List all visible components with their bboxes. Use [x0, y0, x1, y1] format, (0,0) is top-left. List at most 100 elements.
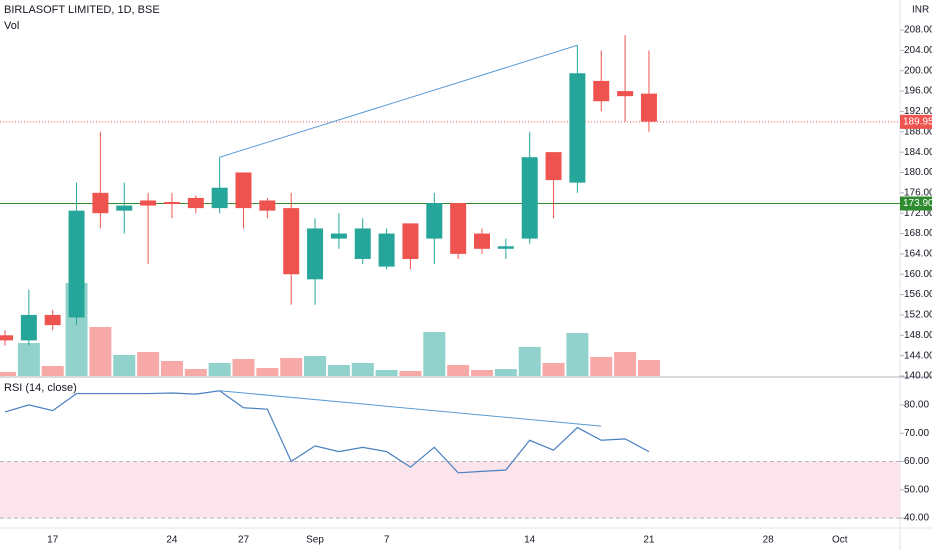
rsi-line [4, 390, 650, 474]
volume-bar [590, 357, 613, 376]
candle-body [44, 314, 61, 326]
candle-body [426, 203, 443, 239]
y-tick-label: 168.00 [904, 228, 932, 239]
candle-body [354, 228, 371, 259]
x-tick-label: 24 [166, 535, 178, 546]
y-tick-label: 144.00 [904, 350, 932, 361]
x-tick-label: Sep [306, 535, 324, 546]
volume-bar [160, 361, 183, 376]
candle-body [140, 200, 157, 206]
rsi-title: RSI (14, close) [4, 382, 77, 394]
x-tick-label: 28 [763, 535, 775, 546]
volume-bar [256, 368, 279, 376]
candle-body [283, 208, 300, 275]
x-tick-label: Oct [832, 535, 848, 546]
y-tick-label: 40.00 [904, 513, 929, 524]
y-tick-label: 184.00 [904, 147, 932, 158]
candle-body [187, 197, 204, 209]
x-tick-label: 7 [384, 535, 390, 546]
x-tick-label: 21 [643, 535, 655, 546]
candle-body [330, 233, 347, 239]
candle-body [163, 201, 180, 205]
candle-body [617, 91, 634, 97]
volume-bar [0, 372, 16, 376]
trend-line [219, 390, 602, 427]
volume-bar [184, 369, 207, 376]
candle-body [116, 205, 133, 211]
volume-bar [566, 333, 589, 376]
y-tick-label: 164.00 [904, 249, 932, 260]
price-tag [900, 196, 932, 211]
candle-body [497, 246, 514, 249]
candle-body [307, 228, 324, 280]
y-tick-label: 180.00 [904, 167, 932, 178]
volume-bar [304, 356, 327, 376]
candle-body [450, 203, 467, 254]
candle-body [378, 233, 395, 267]
y-tick-label: 140.00 [904, 371, 932, 382]
price-tag [900, 114, 932, 129]
rsi-band [0, 461, 900, 519]
x-tick-label: 17 [47, 535, 59, 546]
volume-bar [375, 370, 398, 376]
volume-title: Vol [4, 20, 19, 32]
candle-body [20, 314, 37, 341]
y-tick-label: 160.00 [904, 269, 932, 280]
y-tick-label: 188.00 [904, 126, 932, 137]
y-tick-label: 156.00 [904, 289, 932, 300]
y-tick-label: 204.00 [904, 45, 932, 56]
volume-bar [208, 363, 231, 376]
y-tick-label: 80.00 [904, 400, 929, 411]
volume-bar [494, 369, 517, 376]
volume-bar [614, 352, 637, 376]
y-tick-label: 148.00 [904, 330, 932, 341]
y-tick-label: 60.00 [904, 456, 929, 467]
volume-bar [327, 365, 350, 376]
candle-body [92, 192, 109, 214]
x-tick-label: 27 [238, 535, 250, 546]
volume-bar [280, 358, 303, 376]
candle-body [402, 223, 419, 259]
y-tick-label: 208.00 [904, 25, 932, 36]
x-tick-label: 14 [524, 535, 536, 546]
candle-body [474, 233, 490, 249]
unit-label: INR [912, 5, 929, 16]
candle-body [640, 93, 657, 122]
volume-bar [471, 370, 493, 376]
volume-bar [113, 355, 136, 376]
volume-bar [423, 332, 446, 376]
y-tick-label: 192.00 [904, 106, 932, 117]
candle-body [235, 172, 252, 209]
trend-line [219, 44, 578, 158]
price-tag-label: 173.90 [903, 198, 932, 209]
candle-body [521, 157, 538, 239]
candle-body [569, 73, 586, 183]
volume-bar [447, 365, 470, 376]
candle-body [211, 187, 228, 209]
y-tick-label: 70.00 [904, 428, 929, 439]
y-tick-label: 50.00 [904, 484, 929, 495]
volume-bar [137, 352, 160, 376]
candle-body [259, 200, 276, 211]
volume-bar [542, 363, 565, 376]
chart-title: BIRLASOFT LIMITED, 1D, BSE [4, 4, 160, 16]
price-tag-label: 189.95 [903, 116, 932, 127]
y-tick-label: 172.00 [904, 208, 932, 219]
y-tick-label: 200.00 [904, 65, 932, 76]
candle-body [593, 80, 610, 102]
volume-bar [232, 359, 255, 376]
y-tick-label: 176.00 [904, 187, 932, 198]
volume-bar [637, 360, 660, 376]
volume-bar [518, 347, 541, 376]
volume-bar [89, 327, 112, 376]
candle-body [0, 335, 13, 341]
volume-bar [399, 371, 422, 376]
volume-bar [65, 283, 88, 376]
y-tick-label: 196.00 [904, 86, 932, 97]
y-tick-label: 152.00 [904, 310, 932, 321]
volume-bar [17, 343, 40, 376]
candle-body [545, 152, 562, 181]
volume-bar [41, 366, 64, 376]
